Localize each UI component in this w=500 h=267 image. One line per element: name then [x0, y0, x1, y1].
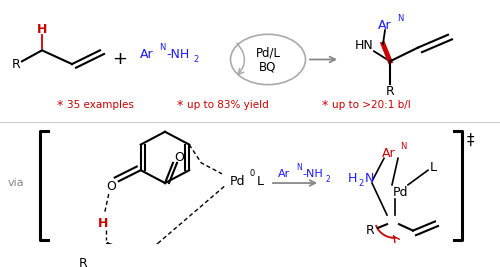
Text: L: L: [430, 161, 437, 174]
Text: 0: 0: [250, 169, 256, 178]
Text: 2: 2: [358, 179, 363, 187]
Text: +: +: [112, 50, 128, 68]
Text: 35 examples: 35 examples: [67, 100, 134, 110]
Text: N: N: [365, 172, 374, 185]
Text: R: R: [78, 257, 87, 267]
Text: R: R: [366, 224, 374, 237]
Text: 2: 2: [193, 55, 198, 64]
Text: H: H: [348, 172, 358, 185]
Text: O: O: [106, 180, 116, 193]
Text: H: H: [98, 217, 108, 230]
Text: O: O: [174, 151, 184, 164]
Text: N: N: [400, 142, 406, 151]
Text: BQ: BQ: [260, 60, 276, 73]
Text: Ar: Ar: [278, 169, 290, 179]
Text: -NH: -NH: [166, 48, 189, 61]
Text: R: R: [12, 58, 21, 70]
Text: Ar: Ar: [140, 48, 153, 61]
Text: via: via: [8, 178, 24, 188]
Text: N: N: [296, 163, 302, 172]
Text: up to >20:1 b/l: up to >20:1 b/l: [332, 100, 411, 110]
Text: 2: 2: [325, 175, 330, 184]
Text: Ar: Ar: [378, 19, 392, 32]
Text: Pd: Pd: [392, 186, 408, 199]
Text: N: N: [159, 43, 166, 52]
Text: Pd/L: Pd/L: [256, 46, 280, 60]
Text: up to 83% yield: up to 83% yield: [187, 100, 269, 110]
Text: -NH: -NH: [302, 169, 323, 179]
Text: *: *: [322, 99, 328, 112]
Text: *: *: [57, 99, 63, 112]
Text: ‡: ‡: [467, 133, 474, 148]
Text: *: *: [177, 99, 183, 112]
Text: H: H: [37, 23, 47, 36]
Text: R: R: [386, 85, 394, 98]
Text: N: N: [397, 14, 404, 23]
Text: L: L: [257, 175, 264, 188]
Text: Ar: Ar: [382, 147, 396, 160]
Text: HN: HN: [355, 39, 374, 52]
Text: Pd: Pd: [230, 175, 246, 188]
